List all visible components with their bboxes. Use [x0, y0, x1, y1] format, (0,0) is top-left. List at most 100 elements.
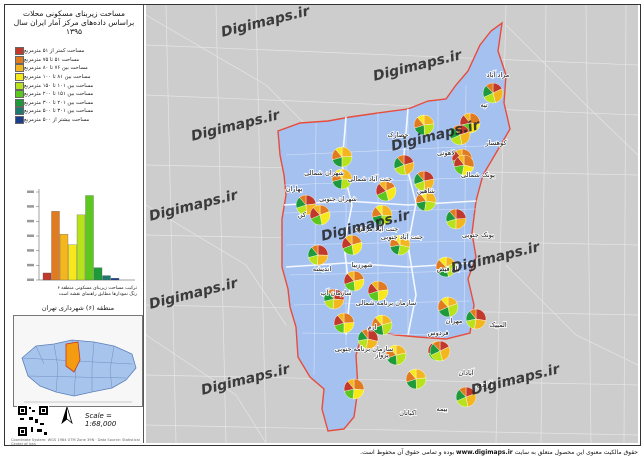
neighborhood-label: جنت آباد مرکزی: [354, 224, 398, 233]
pie-chart: [453, 154, 475, 176]
legend-item: مساحت بین ۳۰۱ تا ۵۰۰ مترمربع: [11, 107, 139, 116]
pie-chart: [375, 180, 397, 202]
hist-tick-label: [27, 234, 34, 237]
hist-bar: [42, 272, 52, 281]
legend-swatch: [15, 116, 24, 125]
neighborhood-label: مهران: [446, 317, 463, 325]
neighborhood-label: جنت آباد جنوبی: [381, 232, 423, 241]
copyright-url[interactable]: www.digimaps.ir: [456, 449, 513, 456]
copyright-suffix: بوده و تمامی حقوق آن محفوظ است.: [360, 449, 455, 456]
legend-label: مساحت بین ۱۰۱ تا ۱۵۰ مترمربع: [24, 82, 94, 89]
pie-slice: [449, 208, 457, 220]
coordinate-note: Coordinate System: WGS 1984 UTM Zone 39N…: [11, 438, 140, 446]
pie-slice: [335, 146, 343, 158]
pie-slice: [440, 296, 449, 308]
hist-tick-label: [27, 190, 34, 193]
hist-tick-label: [27, 205, 34, 208]
pie-chart: [295, 194, 317, 216]
pie-chart: [331, 146, 353, 168]
hist-tick-label: [27, 249, 34, 252]
pie-chart: [435, 256, 457, 278]
map-title-line2: براساس داده‌های مرکز آمار ایران سال ۱۳۹۵: [13, 18, 135, 36]
neighborhood-label: شهران جنوبی: [319, 195, 357, 203]
pie-chart: [357, 328, 379, 350]
pie-slice: [299, 194, 307, 206]
legend-item: مساحت بین ۸۱ تا ۱۰۰ مترمربع: [11, 73, 139, 82]
copyright-note: حقوق مالکیت معنوی این محصول متعلق به سای…: [150, 449, 638, 456]
neighborhood-label: شاهین: [417, 187, 435, 195]
neighborhood-label: فردوس: [428, 329, 449, 337]
pie-slice: [409, 368, 417, 380]
neighborhood-label: باغ فیض: [436, 265, 459, 273]
legend-item: مساحت ۵۱ تا ۷۵ مترمربع: [11, 55, 139, 65]
pie-slice: [419, 190, 427, 202]
map-title-line1: مساحت زیربنای مسکونی محلات: [23, 9, 125, 18]
legend-item: مساحت بین ۱۵۱ تا ۲۰۰ مترمربع: [11, 90, 139, 99]
pie-slice: [389, 344, 397, 356]
legend-item: مساحت بین ۲۰۱ تا ۳۰۰ مترمربع: [11, 98, 139, 108]
pie-slice: [337, 312, 345, 324]
north-arrow-icon: [61, 407, 73, 425]
hist-bar: [110, 278, 120, 281]
legend-label: مساحت بین ۱۵۱ تا ۲۰۰ مترمربع: [24, 91, 94, 98]
neighborhood-label: شهران شمالی: [304, 169, 344, 177]
legend-swatch: [15, 107, 24, 116]
pie-chart: [445, 208, 467, 230]
inset-title: منطقه (۶) شهرداری تهران: [41, 304, 115, 312]
neighborhood-label: آبادان: [458, 368, 474, 377]
pie-chart: [449, 124, 471, 146]
pie-slice: [469, 308, 477, 320]
legend-label: مساحت کمتر از ۵۱ مترمربع: [24, 48, 85, 55]
neighborhood-label: بهاران: [286, 185, 303, 193]
pie-slice: [452, 124, 461, 136]
hist-bar: [59, 234, 69, 281]
pie-chart: [341, 234, 363, 256]
pie-slice: [361, 328, 369, 340]
pie-slice: [347, 378, 355, 390]
scale-box: Scale = 1:68,000: [13, 403, 141, 445]
pie-chart: [482, 82, 504, 104]
legend-label: مساحت بین ۳۰۱ تا ۵۰۰ مترمربع: [24, 108, 94, 115]
neighborhood-label: ارم: [367, 323, 376, 331]
hist-bar: [76, 214, 86, 281]
pie-slice: [397, 154, 405, 166]
copyright-prefix: حقوق مالکیت معنوی این محصول متعلق به سای…: [514, 449, 638, 456]
neighborhood-label: مراد آباد: [487, 70, 510, 79]
pie-chart: [389, 234, 411, 256]
legend-label: مساحت بیشتر از ۵۰۰ مترمربع: [24, 117, 90, 124]
pie-slice: [312, 204, 321, 216]
neighborhood-label: پونک شمالی: [461, 171, 495, 179]
hist-tick-label: [27, 219, 34, 223]
pie-slice: [457, 154, 465, 166]
legend-item: مساحت بین ۷۶ تا ۸۰ مترمربع: [11, 64, 139, 73]
legend-label: مساحت بین ۲۰۱ تا ۳۰۰ مترمربع: [24, 99, 94, 106]
legend-swatch: [15, 81, 24, 90]
pie-chart: [385, 344, 407, 366]
pie-chart: [437, 296, 459, 318]
pie-chart: [333, 312, 355, 334]
neighborhood-label: جنت آباد شمالی: [348, 174, 392, 183]
pie-chart: [405, 368, 427, 390]
neighborhood-label: لاهوتی: [437, 149, 455, 157]
pie-slice: [485, 82, 494, 94]
neighborhood-label: سازمان آب: [320, 288, 351, 297]
legend-swatch: [15, 64, 24, 73]
hist-bar: [102, 275, 111, 281]
pie-chart: [343, 378, 365, 400]
inset-map-svg: [21, 339, 137, 403]
legend-swatch: [15, 47, 24, 56]
pie-chart: [429, 340, 451, 362]
pie-chart: [413, 170, 435, 192]
neighborhood-label: سازمان برنامه شمالی: [356, 299, 417, 307]
neighborhood-label: سازمان برنامه جنوبی: [335, 345, 393, 353]
main-map-svg: مراد آباد تپه حصارک کوهسار لاهوتی شهران شمالی…: [146, 5, 638, 443]
histogram-chart: ترکیب مساحت زیربنای مسکونی منطقه ۶ رنگ نم…: [13, 185, 139, 297]
pie-slice: [378, 180, 387, 192]
legend-swatch: [15, 55, 24, 64]
neighborhood-label: پرواز: [374, 351, 389, 359]
pie-chart: [393, 154, 415, 176]
pie-chart: [455, 386, 477, 408]
hist-bar: [85, 195, 94, 281]
neighborhood-label: حصارک: [388, 131, 409, 139]
